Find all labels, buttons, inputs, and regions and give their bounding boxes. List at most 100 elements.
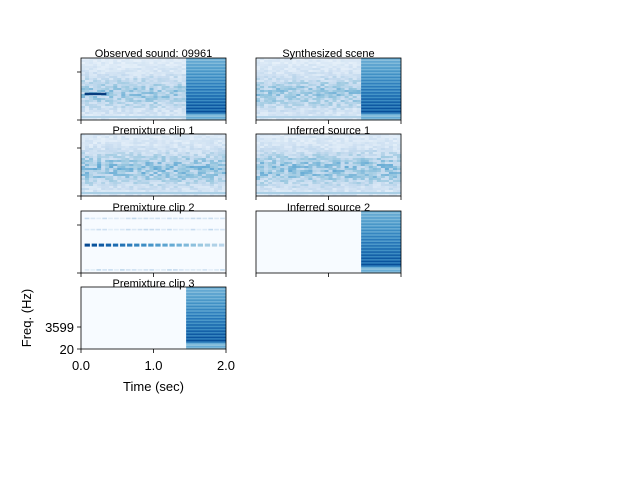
spectrogram-cell <box>300 162 305 165</box>
spectrogram-cell <box>344 118 349 121</box>
spectrogram-cell <box>141 174 146 177</box>
spectrogram-cell <box>384 152 390 155</box>
spectrogram-cell <box>217 182 223 185</box>
spectrogram-cell <box>205 182 211 185</box>
spectrogram-cell <box>292 118 297 121</box>
harmonic-band <box>361 271 402 274</box>
spectrogram-cell <box>101 96 106 99</box>
spectrogram-cell <box>89 182 94 185</box>
spectrogram-cell <box>340 108 345 111</box>
source2-title: Inferred source 2 <box>287 202 370 214</box>
spectrogram-cell <box>193 142 199 145</box>
spectrogram-cell <box>81 78 86 81</box>
spectrogram-cell <box>260 156 265 159</box>
spectrogram-cell <box>221 154 227 157</box>
spectrogram-cell <box>89 146 94 149</box>
spectrogram-cell <box>264 144 269 147</box>
spectrogram-cell <box>344 186 349 189</box>
spectrogram-cell <box>137 90 142 93</box>
spectrogram-cell <box>121 170 126 173</box>
spectrogram-cell <box>157 80 162 83</box>
spectrogram-cell <box>324 190 329 193</box>
harmonic-band <box>186 297 227 300</box>
spectrogram-cell <box>268 156 273 159</box>
spectrogram-cell <box>113 188 118 191</box>
spectrogram-cell <box>272 162 277 165</box>
spectrogram-cell <box>165 148 170 151</box>
harmonic-band <box>186 87 227 90</box>
spectrogram-cell <box>125 146 130 149</box>
spectrogram-cell <box>177 102 182 105</box>
spectrogram-cell <box>260 76 265 79</box>
spectrogram-cell <box>276 136 281 139</box>
spectrogram-cell <box>205 156 211 159</box>
spectrogram-cell <box>181 140 187 143</box>
spectrogram-cell <box>193 178 199 181</box>
spectrogram-cell <box>125 160 130 163</box>
spectrogram-cell <box>284 184 289 187</box>
spectrogram-cell <box>197 168 203 171</box>
spectrogram-cell <box>153 62 158 65</box>
spectrogram-cell <box>157 176 162 179</box>
spectrogram-cell <box>85 178 90 181</box>
spectrogram-cell <box>93 180 98 183</box>
spectrogram-cell <box>173 172 178 175</box>
spectrogram-cell <box>105 80 110 83</box>
spectrogram-cell <box>344 64 349 67</box>
spectrogram-cell <box>328 86 333 89</box>
spectrogram-cell <box>193 166 199 169</box>
spectrogram-cell <box>93 166 98 169</box>
spectrogram-cell <box>300 62 305 65</box>
spectrogram-cell <box>161 72 166 75</box>
spectrogram-cell <box>352 184 357 187</box>
spectrogram-cell <box>141 158 146 161</box>
spectrogram-cell <box>161 96 166 99</box>
spectrogram-cell <box>129 142 134 145</box>
spectrogram-cell <box>276 112 281 115</box>
spectrogram-cell <box>141 154 146 157</box>
spectrogram-cell <box>169 110 174 113</box>
spectrogram-cell <box>280 104 285 107</box>
spectrogram-cell <box>312 90 317 93</box>
spectrogram-cell <box>209 162 215 165</box>
spectrogram-cell <box>392 160 398 163</box>
spectrogram-cell <box>268 144 273 147</box>
spectrogram-cell <box>137 186 142 189</box>
spectrogram-cell <box>177 112 182 115</box>
spectrogram-cell <box>161 76 166 79</box>
spectrogram-cell <box>324 110 329 113</box>
spectrogram-cell <box>209 168 215 171</box>
spectrogram-cell <box>312 86 317 89</box>
spectrogram-cell <box>280 86 285 89</box>
spectrogram-cell <box>316 70 321 73</box>
spectrogram-cell <box>296 178 301 181</box>
spectrogram-cell <box>284 188 289 191</box>
spectrogram-cell <box>189 142 195 145</box>
spectrogram-cell <box>388 178 394 181</box>
faint-line <box>143 217 149 220</box>
spectrogram-cell <box>384 194 390 197</box>
spectrogram-cell <box>328 174 333 177</box>
spectrogram-cell <box>300 164 305 167</box>
spectrogram-cell <box>125 110 130 113</box>
spectrogram-cell <box>368 136 374 139</box>
spectrogram-cell <box>85 138 90 141</box>
spectrogram-cell <box>141 188 146 191</box>
spectrogram-cell <box>121 100 126 103</box>
spectrogram-cell <box>117 114 122 117</box>
spectrogram-cell <box>121 166 126 169</box>
spectrogram-cell <box>149 168 154 171</box>
spectrogram-cell <box>312 104 317 107</box>
spectrogram-cell <box>276 174 281 177</box>
spectrogram-cell <box>137 148 142 151</box>
spectrogram-cell <box>161 62 166 65</box>
spectrogram-cell <box>149 78 154 81</box>
spectrogram-cell <box>268 160 273 163</box>
spectrogram-cell <box>121 60 126 63</box>
spectrogram-cell <box>173 152 178 155</box>
spectrogram-cell <box>276 150 281 153</box>
source2-spectrogram <box>256 211 402 274</box>
spectrogram-cell <box>264 86 269 89</box>
spectrogram-cell <box>352 142 357 145</box>
harmonic-band <box>361 65 402 68</box>
